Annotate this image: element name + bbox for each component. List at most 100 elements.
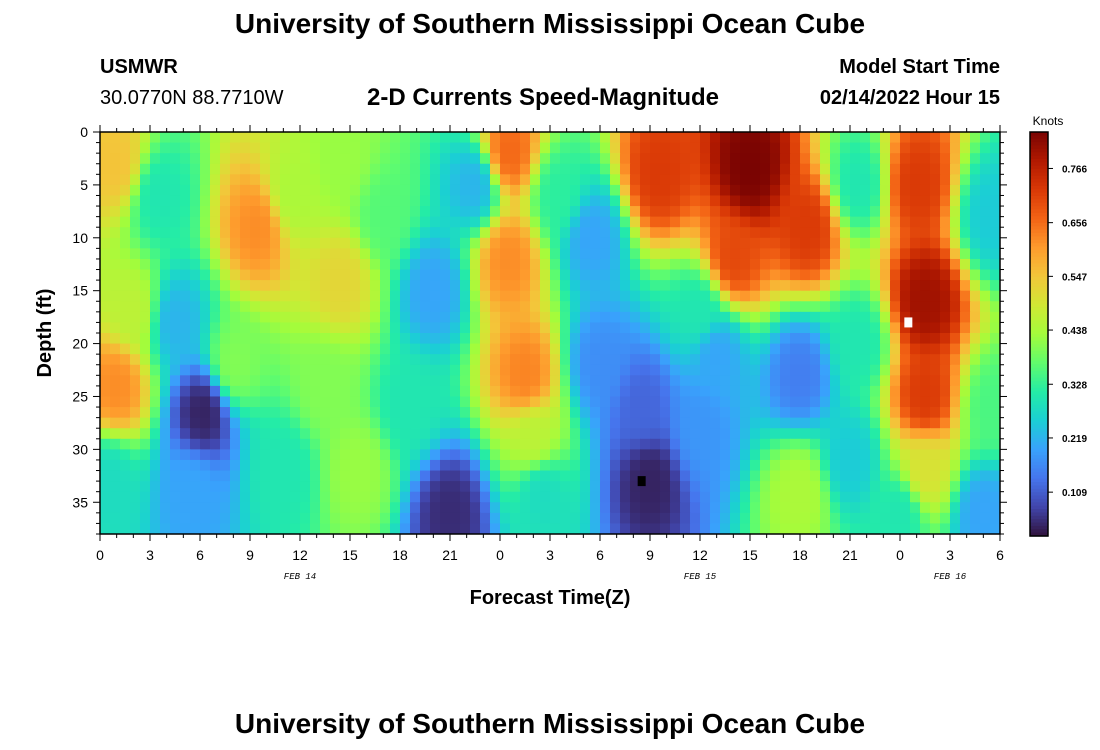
heatmap-cell (960, 438, 971, 450)
heatmap-cell (180, 470, 191, 482)
heatmap-cell (120, 364, 131, 376)
heatmap-cell (280, 523, 291, 534)
heatmap-cell (990, 184, 1000, 197)
heatmap-cell (110, 385, 121, 398)
heatmap-cell (910, 216, 921, 228)
heatmap-cell (320, 311, 331, 324)
heatmap-cell (820, 322, 831, 334)
heatmap-cell (950, 153, 961, 165)
heatmap-cell (350, 470, 361, 482)
heatmap-cell (830, 216, 841, 228)
heatmap-cell (960, 502, 971, 514)
heatmap-cell (910, 163, 921, 175)
heatmap-cell (450, 195, 461, 207)
heatmap-cell (350, 132, 361, 144)
heatmap-cell (510, 523, 521, 534)
heatmap-cell (390, 184, 401, 197)
heatmap-cell (600, 280, 611, 292)
heatmap-cell (180, 512, 191, 525)
heatmap-cell (690, 354, 701, 366)
heatmap-cell (480, 385, 491, 398)
heatmap-cell (940, 375, 951, 387)
heatmap-cell (990, 163, 1000, 175)
heatmap-cell (130, 216, 141, 228)
heatmap-cell (630, 417, 641, 429)
heatmap-cell (470, 311, 481, 324)
heatmap-cell (480, 142, 491, 154)
heatmap-cell (450, 512, 461, 525)
heatmap-cell (910, 459, 921, 472)
heatmap-cell (870, 163, 881, 175)
heatmap-cell (850, 237, 861, 249)
heatmap-cell (290, 385, 301, 398)
heatmap-cell (230, 290, 241, 302)
heatmap-cell (670, 290, 681, 302)
heatmap-cell (750, 174, 761, 186)
heatmap-cell (400, 428, 411, 440)
heatmap-cell (780, 206, 791, 218)
heatmap-cell (750, 364, 761, 376)
heatmap-cell (930, 237, 941, 249)
heatmap-cell (610, 459, 621, 472)
heatmap-cell (150, 163, 161, 175)
heatmap-cell (570, 280, 581, 292)
heatmap-cell (400, 174, 411, 186)
heatmap-cell (970, 449, 981, 461)
heatmap-cell (290, 227, 301, 239)
heatmap-cell (870, 184, 881, 197)
heatmap-cell (680, 417, 691, 429)
heatmap-cell (770, 375, 781, 387)
heatmap-cell (650, 216, 661, 228)
heatmap-cell (910, 396, 921, 408)
heatmap-cell (150, 206, 161, 218)
heatmap-cell (510, 248, 521, 260)
heatmap-cell (290, 428, 301, 440)
heatmap-cell (570, 269, 581, 281)
colorbar-swatch (1030, 317, 1048, 322)
heatmap-cell (140, 163, 151, 175)
heatmap-cell (950, 258, 961, 271)
heatmap-cell (790, 184, 801, 197)
heatmap-cell (690, 512, 701, 525)
heatmap-cell (810, 322, 821, 334)
heatmap-cell (780, 428, 791, 440)
heatmap-cell (550, 491, 561, 503)
heatmap-cell (900, 407, 911, 419)
heatmap-cell (160, 153, 171, 165)
heatmap-cell (500, 248, 511, 260)
heatmap-cell (610, 449, 621, 461)
heatmap-cell (610, 311, 621, 324)
heatmap-cell (760, 322, 771, 334)
heatmap-cell (880, 396, 891, 408)
heatmap-cell (700, 269, 711, 281)
heatmap-cell (120, 417, 131, 429)
heatmap-cell (310, 481, 321, 493)
heatmap-cell (250, 184, 261, 197)
heatmap-cell (870, 290, 881, 302)
heatmap-cell (690, 280, 701, 292)
heatmap-cell (440, 301, 451, 313)
heatmap-cell (370, 523, 381, 534)
heatmap-cell (450, 470, 461, 482)
heatmap-cell (400, 523, 411, 534)
heatmap-cell (750, 216, 761, 228)
x-tick-label: 15 (742, 547, 758, 563)
heatmap-cell (150, 428, 161, 440)
heatmap-cell (230, 153, 241, 165)
heatmap-cell (800, 470, 811, 482)
heatmap-cell (890, 512, 901, 525)
heatmap-cell (760, 449, 771, 461)
heatmap-cell (460, 174, 471, 186)
heatmap-cell (540, 153, 551, 165)
heatmap-cell (600, 375, 611, 387)
heatmap-cell (780, 512, 791, 525)
heatmap-cell (580, 227, 591, 239)
heatmap-cell (520, 438, 531, 450)
heatmap-cell (290, 290, 301, 302)
heatmap-cell (820, 163, 831, 175)
heatmap-cell (870, 322, 881, 334)
heatmap-cell (900, 459, 911, 472)
heatmap-cell (980, 417, 991, 429)
heatmap-cell (210, 216, 221, 228)
heatmap-cell (570, 311, 581, 324)
